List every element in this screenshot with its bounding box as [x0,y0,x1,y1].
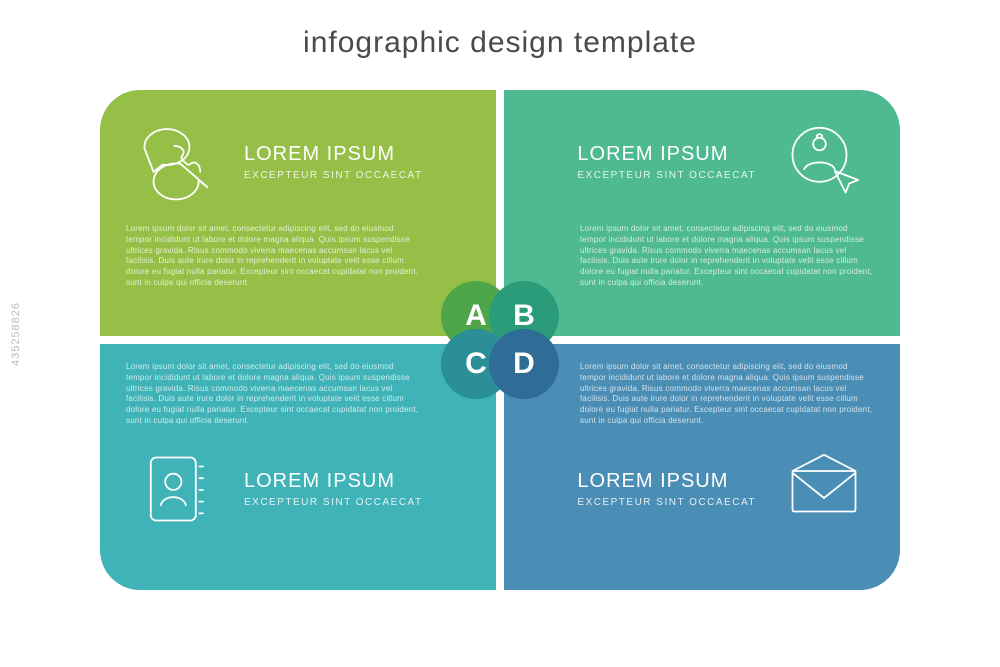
panel-d-badge: D [489,329,559,399]
panel-b-body: Lorem ipsum dolor sit amet, consectetur … [530,224,874,289]
phone-chat-icon [126,112,226,212]
infographic-grid: LOREM IPSUM EXCEPTEUR SINT OCCAECAT Lore… [100,90,900,590]
panel-c-header: LOREM IPSUM EXCEPTEUR SINT OCCAECAT [126,439,470,539]
panel-c-subheading: EXCEPTEUR SINT OCCAECAT [244,497,423,508]
watermark-text: 435258826 [10,301,22,365]
panel-d-body: Lorem ipsum dolor sit amet, consectetur … [530,362,874,427]
panel-c-body: Lorem ipsum dolor sit amet, consectetur … [126,362,470,427]
panel-a-header: LOREM IPSUM EXCEPTEUR SINT OCCAECAT [126,112,470,212]
page-title: infographic design template [0,26,1000,60]
panel-c: Lorem ipsum dolor sit amet, consectetur … [100,344,496,590]
panel-d-heading: LOREM IPSUM [577,470,756,493]
user-cursor-icon [774,112,874,212]
panel-a-titles: LOREM IPSUM EXCEPTEUR SINT OCCAECAT [244,143,423,181]
address-book-icon [126,439,226,539]
panel-b-header: LOREM IPSUM EXCEPTEUR SINT OCCAECAT [530,112,874,212]
envelope-icon [774,439,874,539]
panel-b: LOREM IPSUM EXCEPTEUR SINT OCCAECAT Lore… [504,90,900,336]
panel-d-titles: LOREM IPSUM EXCEPTEUR SINT OCCAECAT [577,470,756,508]
panel-a-subheading: EXCEPTEUR SINT OCCAECAT [244,170,423,181]
panel-a-body: Lorem ipsum dolor sit amet, consectetur … [126,224,470,289]
panel-b-heading: LOREM IPSUM [577,143,756,166]
panel-b-subheading: EXCEPTEUR SINT OCCAECAT [577,170,756,181]
panel-d-header: LOREM IPSUM EXCEPTEUR SINT OCCAECAT [530,439,874,539]
panel-c-titles: LOREM IPSUM EXCEPTEUR SINT OCCAECAT [244,470,423,508]
panel-b-titles: LOREM IPSUM EXCEPTEUR SINT OCCAECAT [577,143,756,181]
panel-a-heading: LOREM IPSUM [244,143,423,166]
panel-a: LOREM IPSUM EXCEPTEUR SINT OCCAECAT Lore… [100,90,496,336]
panel-d: Lorem ipsum dolor sit amet, consectetur … [504,344,900,590]
panel-d-subheading: EXCEPTEUR SINT OCCAECAT [577,497,756,508]
panel-c-heading: LOREM IPSUM [244,470,423,493]
